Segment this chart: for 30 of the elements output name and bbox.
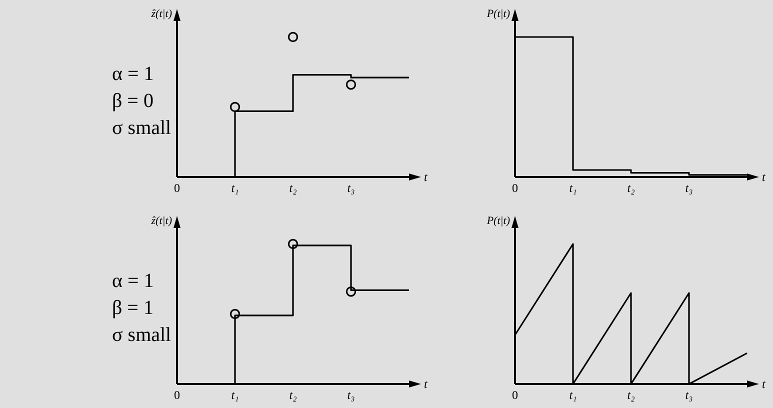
x-tick-label: 0	[174, 181, 180, 195]
x-tick-label: t₂	[627, 388, 635, 402]
x-tick-label: t₁	[569, 181, 577, 195]
y-axis-title: P(t|t)	[486, 8, 510, 20]
x-tick-label: t₁	[569, 388, 577, 402]
x-tick-label: 0	[512, 388, 518, 402]
text: σ small	[112, 324, 172, 346]
x-tick-label: 0	[174, 388, 180, 402]
y-axis-title: ẑ(t|t)	[150, 8, 172, 20]
x-tick-label: t₃	[347, 388, 355, 402]
x-axis-title: t	[424, 377, 428, 391]
x-tick-label: t₃	[685, 388, 693, 402]
y-axis-title: P(t|t)	[486, 215, 510, 227]
x-tick-label: t₁	[231, 388, 239, 402]
x-tick-label: t₁	[231, 181, 239, 195]
text: β = 1	[112, 297, 154, 319]
x-tick-label: 0	[512, 181, 518, 195]
text: σ small	[112, 117, 172, 139]
x-axis-title: t	[762, 377, 766, 391]
x-tick-label: t₂	[289, 388, 297, 402]
text: α = 1	[112, 63, 154, 85]
x-axis-title: t	[762, 170, 766, 184]
x-tick-label: t₃	[685, 181, 693, 195]
x-tick-label: t₂	[289, 181, 297, 195]
x-tick-label: t₂	[627, 181, 635, 195]
y-axis-title: ẑ(t|t)	[150, 215, 172, 227]
x-axis-title: t	[424, 170, 428, 184]
x-tick-label: t₃	[347, 181, 355, 195]
text: β = 0	[112, 90, 154, 112]
text: α = 1	[112, 270, 154, 292]
